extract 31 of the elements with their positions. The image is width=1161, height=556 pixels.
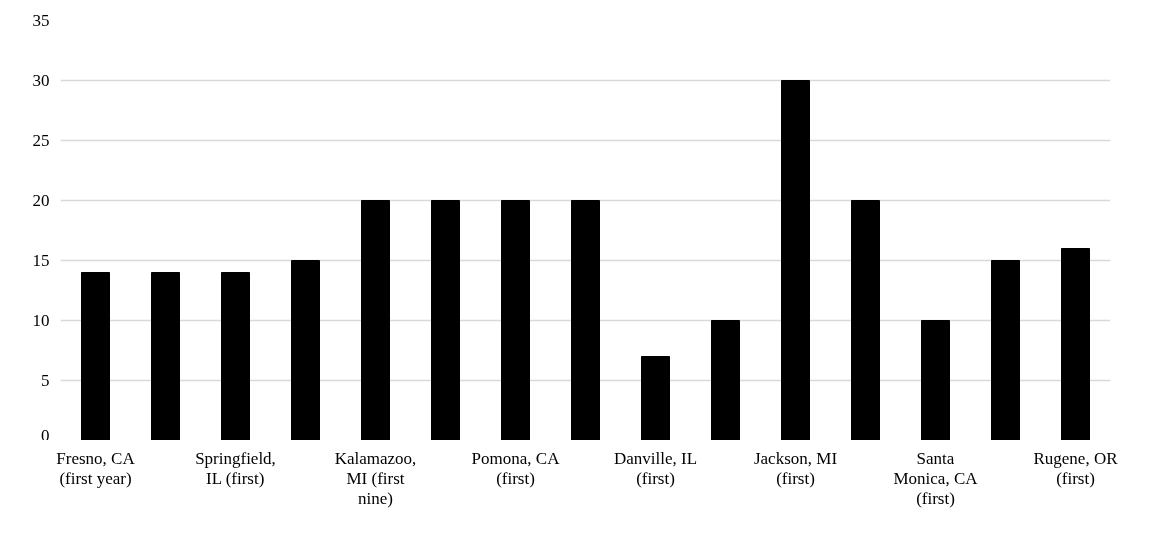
bar	[291, 260, 320, 440]
bar	[851, 200, 880, 440]
x-tick-label: Fresno, CA (first year)	[56, 448, 136, 488]
y-tick-label: 0	[41, 425, 50, 445]
y-tick-label: 25	[32, 131, 50, 150]
bar	[571, 200, 600, 440]
bar	[991, 260, 1020, 440]
x-tick-label: Santa Monica, CA (first)	[893, 448, 979, 508]
bar	[711, 320, 740, 440]
bar	[1061, 248, 1090, 440]
bar	[921, 320, 950, 440]
y-tick-label: 20	[32, 191, 50, 210]
y-tick-label: 10	[32, 311, 50, 330]
x-tick-label: Rugene, OR (first)	[1033, 448, 1119, 488]
bar	[641, 356, 670, 440]
x-tick-label: Pomona, CA (first)	[471, 448, 561, 488]
x-tick-label: Kalamazoo, MI (first nine)	[334, 448, 417, 508]
y-tick-label: 5	[41, 371, 50, 390]
y-tick-label: 30	[32, 71, 50, 90]
x-tick-label: Springfield, IL (first)	[195, 448, 276, 488]
bar	[431, 200, 460, 440]
bar	[501, 200, 530, 440]
x-tick-label: Danville, IL (first)	[613, 448, 698, 488]
bar	[221, 272, 250, 440]
bar	[151, 272, 180, 440]
y-tick-label: 15	[32, 251, 50, 270]
y-tick-label: 35	[32, 11, 50, 30]
x-tick-label: Jackson, MI (first)	[753, 448, 838, 488]
bar	[781, 80, 810, 440]
bar	[361, 200, 390, 440]
bar	[81, 272, 110, 440]
